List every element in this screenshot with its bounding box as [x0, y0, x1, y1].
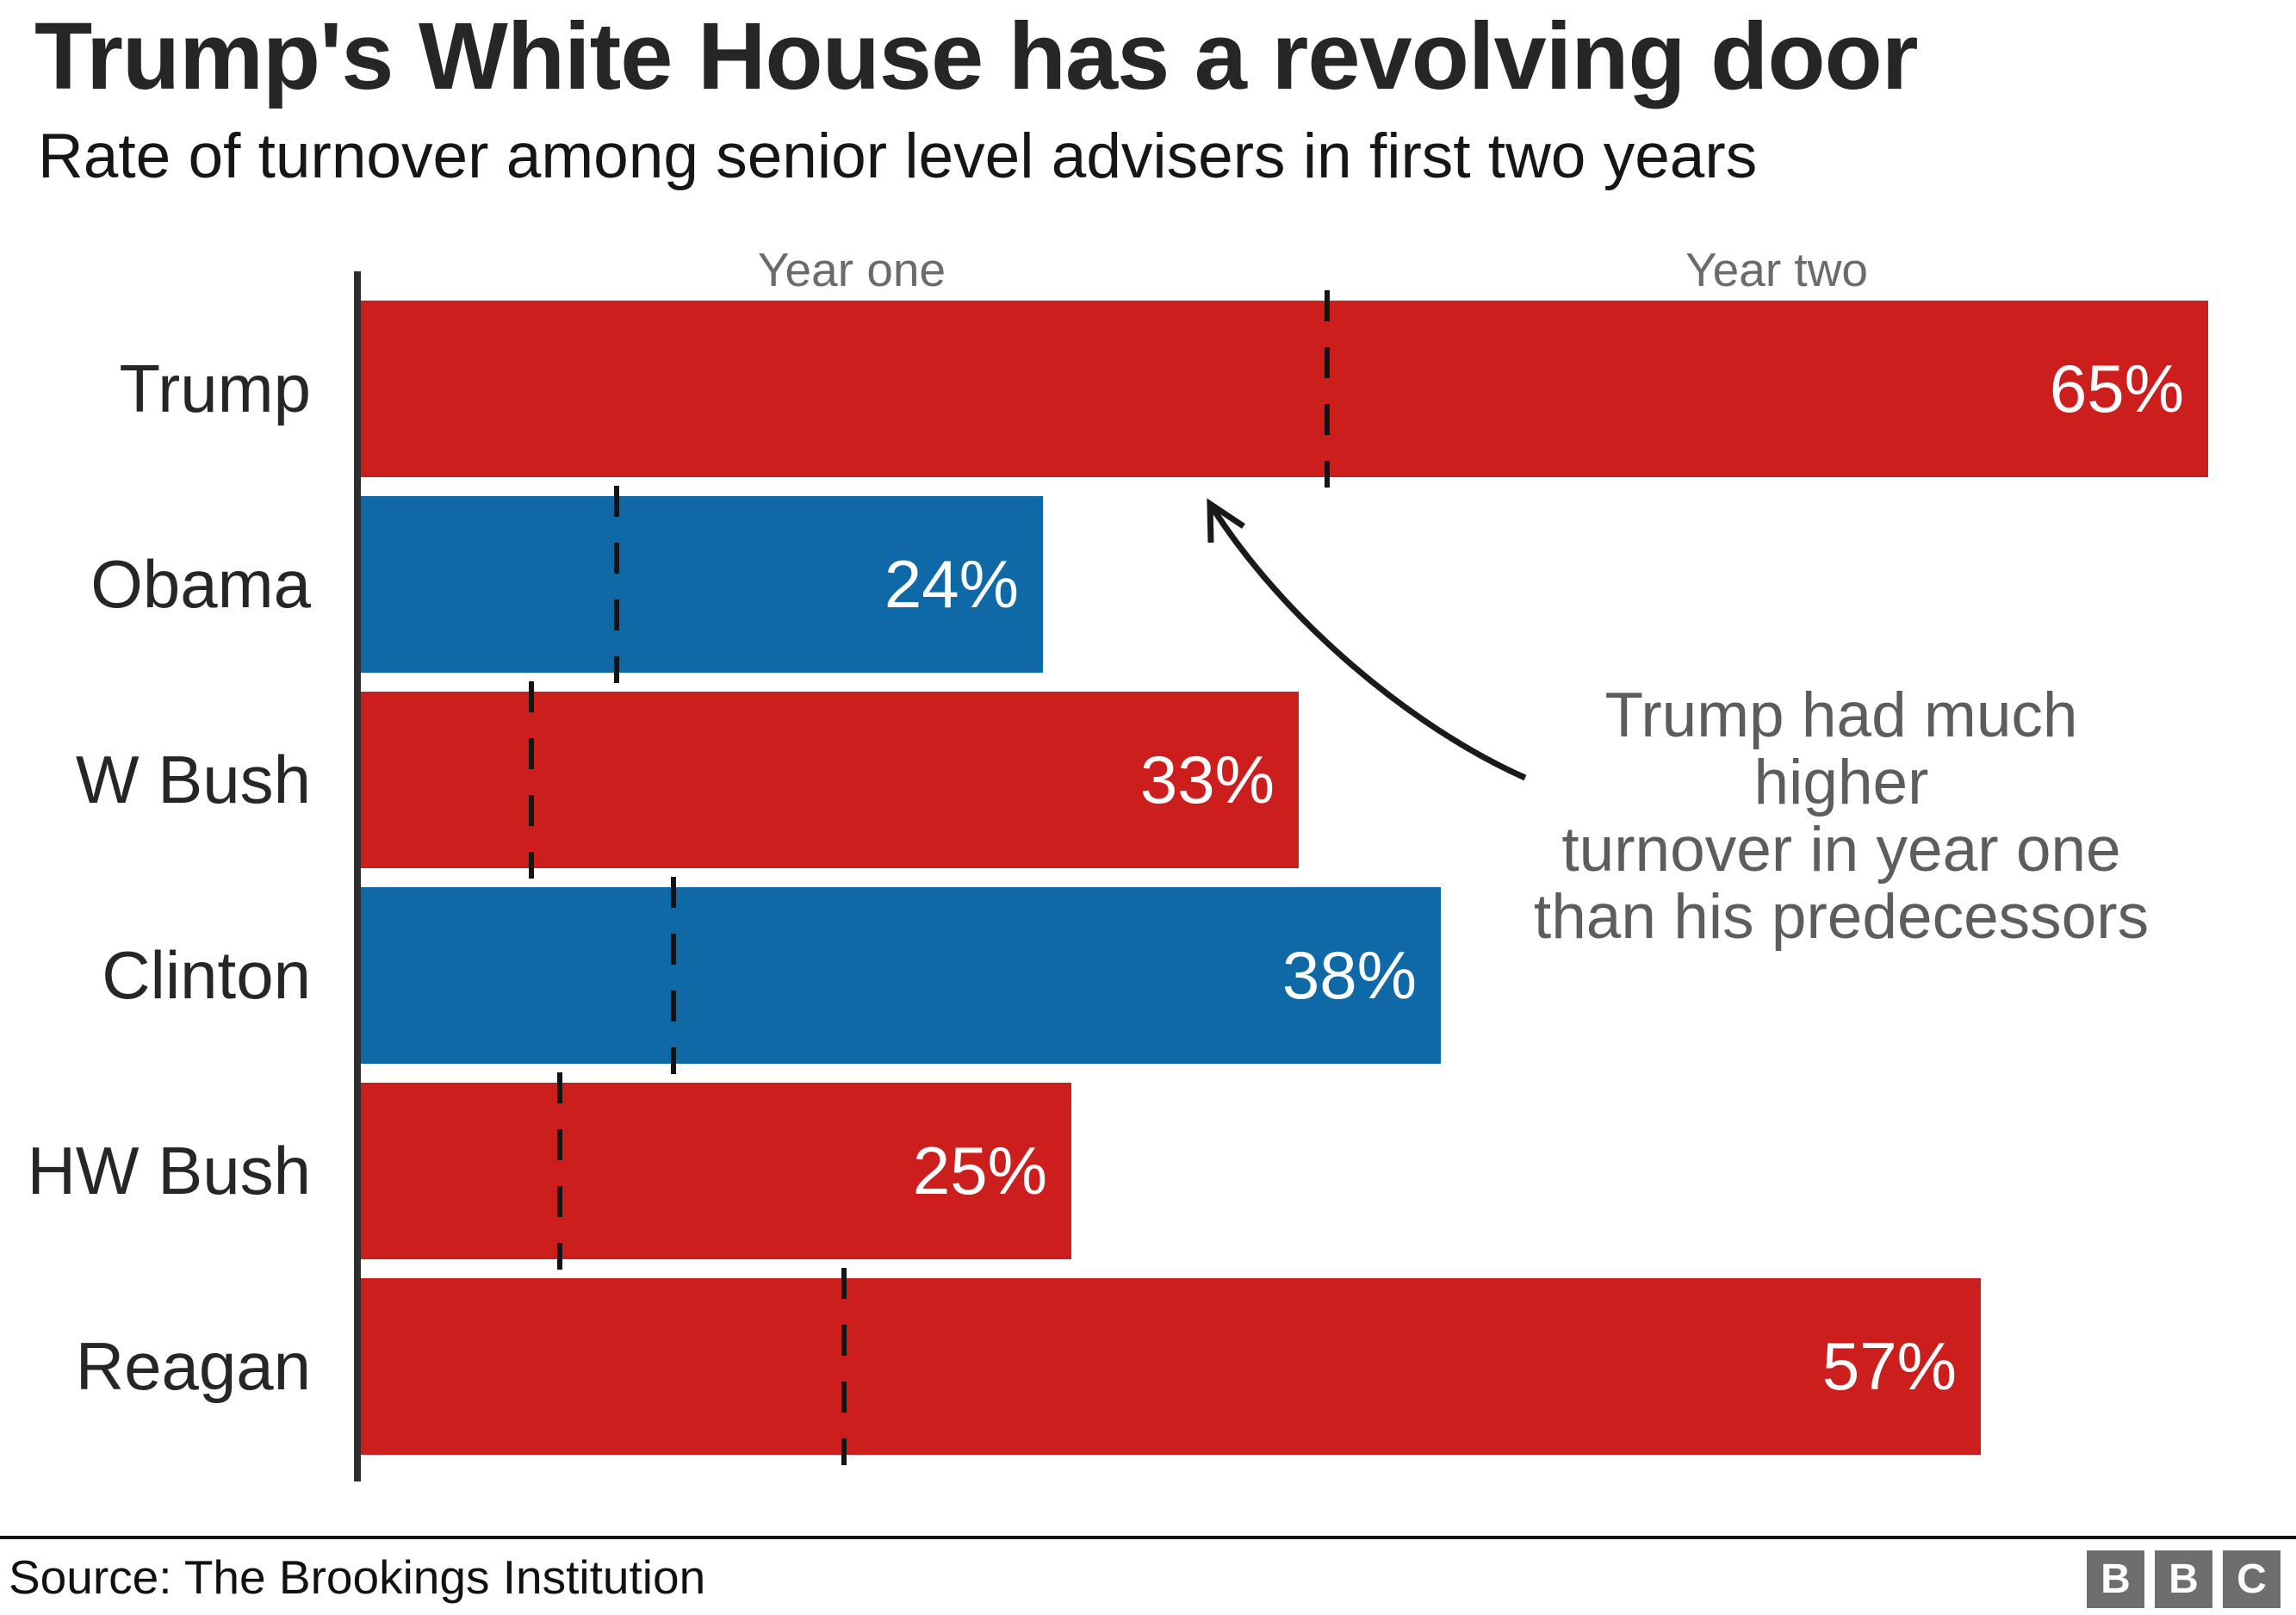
category-label-hw-bush: HW Bush — [27, 1133, 311, 1208]
bbc-logo-letter: B — [2155, 1550, 2212, 1608]
value-label: 65% — [2049, 351, 2184, 426]
footer-divider — [0, 1536, 2296, 1539]
category-label-w-bush: W Bush — [75, 742, 311, 817]
value-label: 25% — [912, 1133, 1047, 1208]
year-one-label: Year one — [757, 243, 946, 296]
year-one-marker — [557, 1072, 562, 1270]
annotation-text: Trump had much higher turnover in year o… — [1517, 682, 2165, 951]
year-one-marker — [671, 877, 676, 1074]
bar-reagan: 57% — [361, 1278, 1981, 1455]
year-one-marker — [1325, 290, 1330, 488]
annotation-line-2: turnover in year one — [1561, 815, 2121, 885]
source-credit: Source: The Brookings Institution — [9, 1550, 706, 1604]
annotation-line-3: than his predecessors — [1533, 882, 2150, 952]
year-one-marker — [841, 1268, 847, 1465]
annotation-line-1: Trump had much higher — [1604, 680, 2078, 817]
bar-obama: 24% — [361, 496, 1043, 673]
value-label: 38% — [1281, 937, 1417, 1013]
year-one-marker — [529, 681, 534, 879]
category-label-trump: Trump — [119, 351, 311, 426]
chart-subtitle: Rate of turnover among senior level advi… — [38, 121, 1758, 191]
bar-clinton: 38% — [361, 887, 1441, 1064]
year-two-label: Year two — [1685, 243, 1868, 296]
value-label: 24% — [884, 546, 1019, 622]
chart-title: Trump's White House has a revolving door — [34, 3, 1919, 109]
bbc-logo: B B C — [2087, 1550, 2280, 1608]
y-axis-line — [354, 271, 361, 1481]
value-label: 33% — [1139, 742, 1275, 817]
category-label-obama: Obama — [90, 546, 311, 622]
value-label: 57% — [1821, 1328, 1957, 1404]
bar-trump: 65% — [361, 301, 2208, 477]
category-label-reagan: Reagan — [75, 1328, 311, 1404]
bbc-logo-letter: B — [2087, 1550, 2144, 1608]
bar-hw-bush: 25% — [361, 1083, 1071, 1259]
bbc-logo-letter: C — [2223, 1550, 2280, 1608]
category-label-clinton: Clinton — [102, 937, 311, 1013]
bar-w-bush: 33% — [361, 692, 1299, 868]
year-one-marker — [614, 486, 619, 683]
